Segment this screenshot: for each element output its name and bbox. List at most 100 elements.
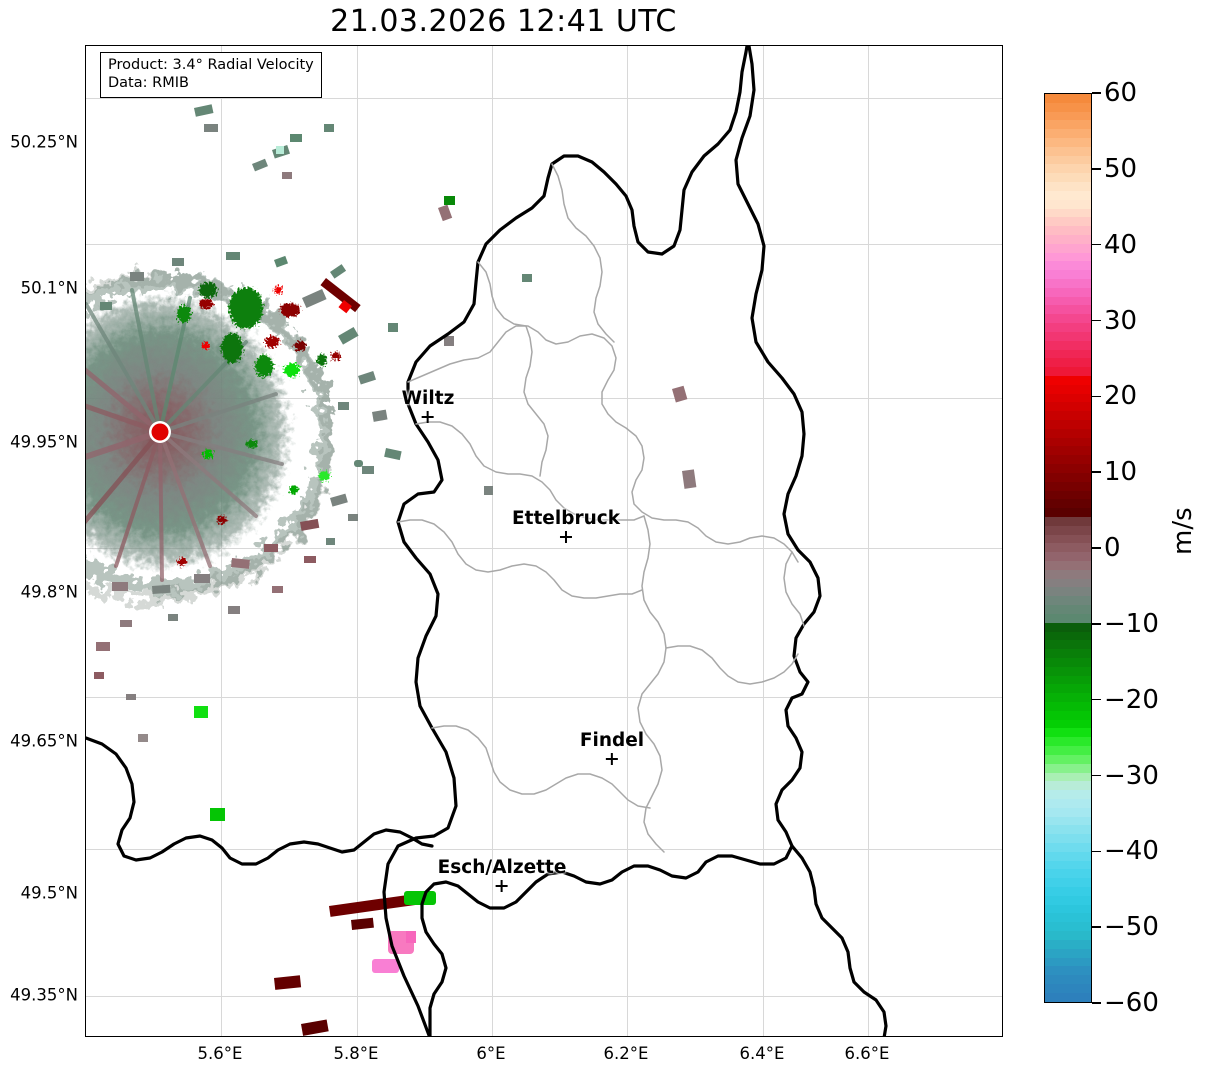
gridline-horizontal bbox=[86, 548, 1002, 549]
velocity-colorbar[interactable] bbox=[1044, 93, 1092, 1003]
colorbar-segment bbox=[1045, 164, 1091, 174]
colorbar-tick-label: −10 bbox=[1104, 608, 1159, 639]
colorbar-segment bbox=[1045, 860, 1091, 871]
colorbar-segment bbox=[1045, 693, 1091, 703]
colorbar-tick-mark bbox=[1092, 168, 1101, 170]
city-marker-icon bbox=[421, 410, 435, 424]
colorbar-segment bbox=[1045, 728, 1091, 738]
belgium-southwest-border bbox=[86, 736, 434, 866]
colorbar-segment bbox=[1045, 913, 1091, 923]
colorbar-segment bbox=[1045, 226, 1091, 236]
colorbar-tick-mark bbox=[1092, 471, 1101, 473]
colorbar-segment bbox=[1045, 420, 1091, 430]
colorbar-tick-mark bbox=[1092, 926, 1101, 928]
colorbar-segment bbox=[1045, 605, 1091, 615]
y-tick-label: 49.65°N bbox=[10, 731, 78, 751]
x-tick-label: 6.6°E bbox=[844, 1044, 890, 1063]
colorbar-segment bbox=[1045, 939, 1091, 950]
colorbar-segment bbox=[1045, 675, 1091, 686]
colorbar-segment bbox=[1045, 596, 1091, 606]
colorbar-segment bbox=[1045, 807, 1091, 818]
colorbar-segment bbox=[1045, 349, 1091, 360]
colorbar-tick-label: −60 bbox=[1104, 988, 1159, 1018]
colorbar-segment bbox=[1045, 754, 1091, 765]
colorbar-tick-mark bbox=[1092, 243, 1101, 246]
colorbar-segment bbox=[1045, 182, 1091, 192]
colorbar-segment bbox=[1045, 243, 1091, 254]
colorbar-segment bbox=[1045, 552, 1091, 562]
colorbar-segment bbox=[1045, 763, 1091, 774]
y-tick-label: 49.5°N bbox=[20, 883, 78, 903]
gridline-horizontal bbox=[86, 849, 1002, 850]
colorbar-segment bbox=[1045, 120, 1091, 130]
luxembourg-east-border bbox=[420, 46, 822, 1036]
colorbar-tick-label: 50 bbox=[1104, 153, 1138, 184]
colorbar-segment bbox=[1045, 746, 1091, 756]
page-title: 21.03.2026 12:41 UTC bbox=[330, 4, 677, 39]
colorbar-segment bbox=[1045, 111, 1091, 122]
colorbar-segment bbox=[1045, 287, 1091, 298]
colorbar-segment bbox=[1045, 631, 1091, 641]
colorbar-segment bbox=[1045, 314, 1091, 324]
city-marker-icon bbox=[495, 879, 509, 893]
city-name: Findel bbox=[579, 730, 645, 751]
y-tick-label: 49.35°N bbox=[10, 985, 78, 1005]
city-name: Esch/Alzette bbox=[437, 857, 567, 878]
colorbar-tick-label: 40 bbox=[1104, 229, 1138, 260]
colorbar-segment bbox=[1045, 234, 1091, 245]
colorbar-tick-mark bbox=[1092, 774, 1101, 777]
colorbar-segment bbox=[1045, 851, 1091, 862]
colorbar-segment bbox=[1045, 199, 1091, 210]
y-tick-label: 50.1°N bbox=[20, 278, 78, 298]
colorbar-segment bbox=[1045, 561, 1091, 571]
x-tick-label: 6.4°E bbox=[739, 1044, 785, 1063]
colorbar-segment bbox=[1045, 781, 1091, 791]
colorbar-segment bbox=[1045, 790, 1091, 800]
colorbar-segment bbox=[1045, 279, 1091, 289]
colorbar-tick-mark bbox=[1092, 547, 1101, 549]
colorbar-segment bbox=[1045, 904, 1091, 915]
radar-radial-spokes bbox=[86, 288, 284, 582]
colorbar-segment bbox=[1045, 895, 1091, 906]
colorbar-tick-mark bbox=[1092, 319, 1101, 322]
radar-red-cells bbox=[177, 286, 341, 566]
colorbar-segment bbox=[1045, 948, 1091, 959]
colorbar-segment bbox=[1045, 702, 1091, 712]
colorbar-tick-label: −40 bbox=[1104, 836, 1159, 867]
colorbar-tick-mark bbox=[1092, 698, 1101, 701]
colorbar-segment bbox=[1045, 922, 1091, 932]
colorbar-segment bbox=[1045, 992, 1091, 1002]
colorbar-segment bbox=[1045, 446, 1091, 456]
colorbar-segment bbox=[1045, 296, 1091, 307]
colorbar-segment bbox=[1045, 499, 1091, 509]
x-tick-label: 6°E bbox=[476, 1044, 506, 1063]
colorbar-segment bbox=[1045, 508, 1091, 518]
colorbar-segment bbox=[1045, 190, 1091, 201]
colorbar-segment bbox=[1045, 208, 1091, 219]
colorbar-segment bbox=[1045, 490, 1091, 501]
colorbar-segment bbox=[1045, 146, 1091, 157]
radar-site-marker[interactable] bbox=[151, 423, 169, 441]
colorbar-segment bbox=[1045, 252, 1091, 263]
y-tick-label: 49.95°N bbox=[10, 432, 78, 452]
colorbar-tick-label: 30 bbox=[1104, 305, 1138, 336]
gridline-vertical bbox=[763, 46, 764, 1036]
colorbar-segment bbox=[1045, 657, 1091, 668]
radar-scattered-echoes bbox=[94, 72, 697, 700]
colorbar-segment bbox=[1045, 323, 1091, 333]
colorbar-tick-label: 10 bbox=[1104, 457, 1138, 488]
city-marker-icon bbox=[559, 530, 573, 544]
city-label-ettelbruck: Ettelbruck bbox=[512, 508, 620, 544]
colorbar-segment bbox=[1045, 640, 1091, 650]
colorbar-segment bbox=[1045, 825, 1091, 835]
colorbar-segment bbox=[1045, 878, 1091, 888]
colorbar-segment bbox=[1045, 261, 1091, 271]
colorbar-segment bbox=[1045, 331, 1091, 342]
colorbar-segment bbox=[1045, 578, 1091, 589]
gridline-vertical bbox=[357, 46, 358, 1036]
colorbar-segment bbox=[1045, 129, 1091, 139]
city-name: Wiltz bbox=[401, 388, 455, 409]
colorbar-segment bbox=[1045, 834, 1091, 844]
radar-plot-panel[interactable]: Wiltz Ettelbruck Findel Esch/Alzette Pro… bbox=[85, 45, 1003, 1037]
colorbar-segment bbox=[1045, 975, 1091, 985]
